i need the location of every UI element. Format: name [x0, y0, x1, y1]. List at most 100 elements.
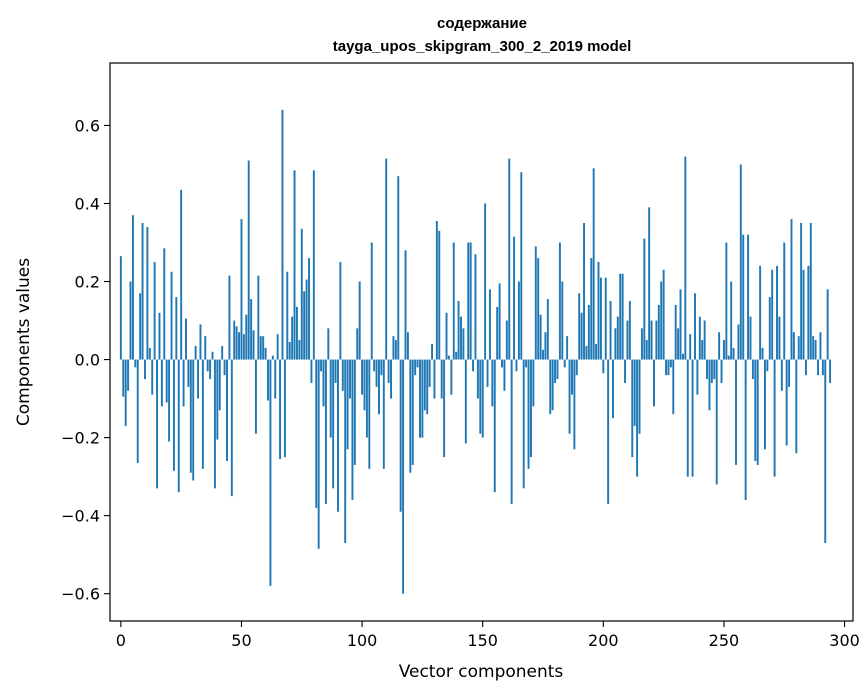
bar-component-21 — [170, 271, 173, 360]
bar-component-23 — [175, 297, 178, 360]
bar-component-276 — [785, 359, 788, 446]
bar-component-84 — [322, 359, 325, 407]
bar-component-224 — [660, 281, 663, 360]
bar-component-83 — [320, 359, 323, 372]
x-tick-label: 0 — [116, 631, 126, 650]
bar-component-231 — [677, 328, 680, 360]
bar-component-182 — [558, 242, 561, 360]
bar-component-37 — [209, 359, 212, 380]
bar-component-31 — [194, 345, 197, 360]
bar-component-192 — [583, 222, 585, 360]
bar-component-283 — [802, 269, 805, 360]
bar-component-144 — [467, 242, 470, 360]
bar-component-62 — [269, 359, 272, 586]
bar-component-234 — [684, 156, 687, 360]
x-tick-label: 200 — [588, 631, 619, 650]
bar-component-74 — [298, 340, 301, 360]
bar-component-65 — [276, 334, 279, 360]
bar-component-286 — [809, 222, 812, 360]
bar-component-180 — [554, 359, 557, 383]
bar-component-241 — [701, 340, 704, 360]
bar-component-202 — [607, 359, 610, 504]
bar-component-41 — [218, 359, 221, 411]
bar-component-43 — [223, 359, 226, 376]
bar-component-221 — [653, 359, 655, 407]
x-tick-label: 50 — [231, 631, 251, 650]
bar-component-102 — [365, 359, 368, 438]
bar-component-176 — [544, 332, 547, 360]
bar-component-159 — [503, 359, 506, 391]
bar-component-52 — [245, 314, 248, 360]
bar-component-289 — [817, 359, 819, 376]
bar-component-64 — [274, 359, 277, 399]
x-tick-label: 250 — [709, 631, 740, 650]
bar-component-177 — [546, 299, 549, 360]
bar-component-30 — [192, 359, 195, 481]
bar-component-135 — [445, 312, 448, 360]
bar-component-150 — [481, 359, 484, 438]
bar-component-266 — [761, 347, 764, 360]
bar-component-77 — [305, 279, 308, 360]
bar-component-247 — [715, 359, 718, 485]
bar-component-87 — [329, 359, 332, 438]
bar-component-256 — [737, 324, 740, 360]
bar-component-164 — [515, 359, 518, 372]
bar-component-257 — [739, 164, 742, 360]
bar-component-53 — [247, 160, 250, 360]
bar-component-12 — [148, 347, 151, 360]
bar-component-277 — [788, 359, 791, 387]
y-axis-label: Components values — [14, 258, 34, 426]
bar-component-210 — [626, 320, 629, 360]
bar-component-275 — [783, 242, 786, 360]
bar-component-130 — [433, 359, 436, 399]
bar-component-220 — [650, 320, 653, 360]
bar-component-183 — [561, 281, 564, 360]
y-tick-label: −0.4 — [61, 507, 100, 526]
bar-component-117 — [402, 359, 405, 594]
bar-component-281 — [797, 336, 800, 360]
bar-component-290 — [819, 332, 822, 360]
bar-component-229 — [672, 359, 675, 415]
bar-component-209 — [624, 359, 626, 383]
y-tick-label: −0.6 — [61, 585, 100, 604]
bar-component-38 — [211, 351, 214, 360]
bar-component-255 — [735, 359, 737, 465]
bar-component-17 — [160, 359, 163, 407]
bar-component-78 — [308, 258, 310, 360]
bar-component-103 — [368, 359, 371, 469]
bar-component-141 — [460, 316, 462, 360]
bar-component-11 — [146, 226, 149, 360]
bar-component-214 — [636, 359, 639, 477]
bar-component-225 — [662, 269, 665, 360]
bar-component-154 — [491, 359, 494, 407]
x-axis-ticks: 0 50 100 150 200 250 300 — [116, 621, 860, 650]
bar-component-148 — [476, 359, 479, 399]
bar-component-151 — [484, 203, 487, 360]
bar-component-147 — [474, 254, 477, 360]
bar-component-20 — [168, 359, 171, 442]
bar-component-173 — [537, 258, 540, 360]
bar-component-217 — [643, 238, 646, 360]
bar-component-228 — [669, 359, 672, 368]
bar-component-268 — [766, 359, 769, 372]
bar-component-165 — [517, 281, 520, 360]
bar-component-288 — [814, 340, 817, 360]
bar-component-116 — [399, 359, 402, 512]
x-tick-label: 150 — [467, 631, 498, 650]
bar-component-123 — [416, 359, 419, 368]
bar-component-207 — [619, 273, 622, 360]
bar-component-171 — [532, 359, 535, 407]
bar-component-273 — [778, 316, 781, 360]
bar-component-86 — [327, 328, 330, 360]
bar-component-126 — [423, 359, 426, 411]
bar-component-50 — [240, 219, 243, 360]
bar-component-63 — [271, 355, 274, 360]
bar-component-32 — [197, 359, 200, 399]
bar-component-34 — [201, 359, 204, 469]
bar-component-100 — [361, 359, 364, 395]
bar-component-25 — [180, 189, 183, 360]
bar-series — [119, 109, 832, 594]
y-tick-label: 0.6 — [75, 116, 100, 135]
bar-component-94 — [346, 359, 349, 450]
bar-component-271 — [773, 359, 776, 477]
